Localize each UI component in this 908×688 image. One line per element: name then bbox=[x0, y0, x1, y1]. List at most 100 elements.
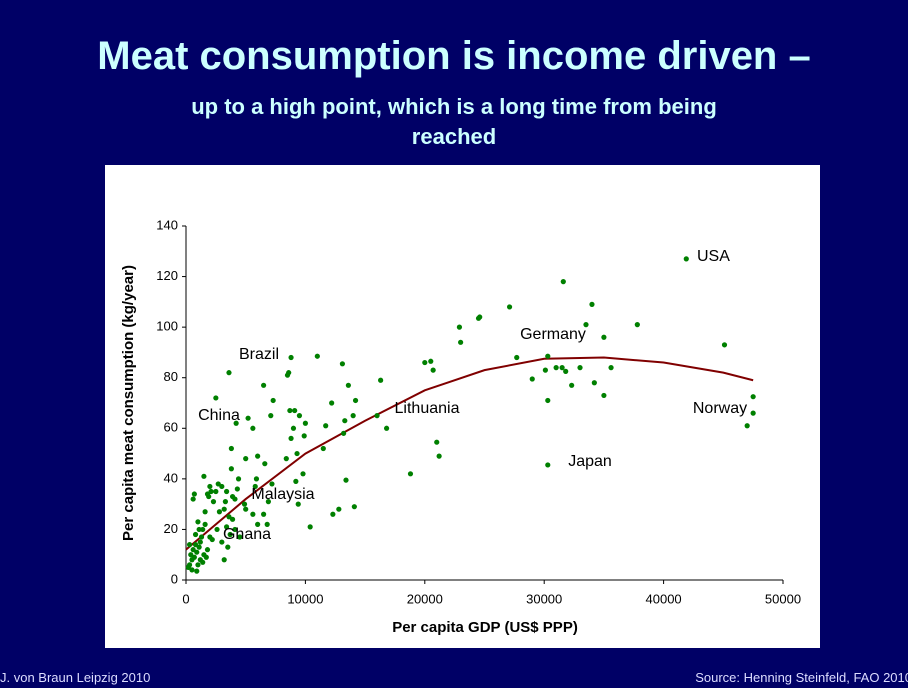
data-point bbox=[221, 506, 227, 512]
data-point bbox=[229, 493, 236, 500]
data-point bbox=[243, 506, 249, 512]
data-point bbox=[214, 526, 220, 533]
data-point bbox=[560, 279, 566, 285]
data-point bbox=[292, 407, 298, 414]
data-point bbox=[351, 504, 357, 510]
data-point bbox=[197, 539, 203, 545]
point-annotation: Ghana bbox=[223, 526, 271, 543]
data-point bbox=[222, 499, 229, 505]
data-point bbox=[336, 506, 342, 512]
data-point bbox=[264, 521, 270, 527]
data-point bbox=[293, 478, 299, 484]
data-point bbox=[215, 481, 221, 487]
x-axis-label: Per capita GDP (US$ PPP) bbox=[392, 619, 578, 636]
data-point bbox=[545, 462, 551, 468]
data-point bbox=[228, 445, 234, 452]
point-annotation: Malaysia bbox=[251, 486, 314, 503]
data-point bbox=[227, 531, 233, 538]
data-point bbox=[228, 466, 234, 472]
data-point bbox=[288, 354, 294, 361]
data-point bbox=[219, 539, 225, 545]
data-point bbox=[192, 531, 199, 538]
data-point bbox=[545, 353, 551, 359]
data-point bbox=[203, 554, 209, 560]
data-point bbox=[189, 557, 195, 563]
data-point bbox=[601, 334, 607, 340]
data-point bbox=[300, 471, 306, 477]
data-point bbox=[343, 477, 349, 483]
data-point bbox=[329, 400, 335, 406]
data-point bbox=[261, 382, 267, 388]
data-point bbox=[301, 433, 307, 439]
data-point bbox=[529, 376, 535, 382]
data-point bbox=[422, 359, 428, 366]
data-point bbox=[234, 486, 240, 492]
footer-right: Source: Henning Steinfeld, FAO 2010 bbox=[695, 670, 908, 685]
data-point bbox=[342, 418, 348, 424]
x-tick-label: 20000 bbox=[407, 591, 443, 606]
data-point bbox=[290, 425, 297, 431]
y-tick-label: 80 bbox=[164, 369, 178, 384]
data-point bbox=[591, 380, 597, 386]
data-point bbox=[559, 365, 565, 371]
data-point bbox=[436, 453, 442, 459]
data-point bbox=[195, 562, 201, 568]
data-point bbox=[243, 456, 249, 462]
data-point bbox=[204, 491, 211, 497]
data-point bbox=[235, 476, 242, 482]
data-point bbox=[237, 534, 243, 540]
data-point bbox=[294, 450, 300, 457]
point-annotation: Lithuania bbox=[395, 400, 460, 417]
data-point bbox=[189, 567, 195, 573]
data-point bbox=[213, 488, 219, 495]
data-point bbox=[261, 511, 267, 517]
y-tick-label: 100 bbox=[156, 319, 178, 334]
point-annotation: USA bbox=[697, 248, 730, 265]
data-point bbox=[200, 526, 206, 533]
data-point bbox=[456, 324, 463, 330]
slide-title: Meat consumption is income driven – bbox=[97, 34, 811, 78]
data-point bbox=[250, 425, 256, 431]
data-point bbox=[216, 509, 223, 515]
data-point bbox=[608, 365, 614, 371]
data-point bbox=[201, 473, 207, 479]
data-point bbox=[374, 413, 380, 419]
data-point bbox=[296, 413, 303, 419]
data-point bbox=[229, 516, 236, 522]
data-point bbox=[262, 461, 268, 467]
data-point bbox=[250, 511, 256, 517]
data-point bbox=[601, 392, 607, 399]
data-point bbox=[750, 410, 756, 416]
data-point bbox=[255, 521, 261, 527]
data-point bbox=[283, 456, 289, 462]
data-point bbox=[506, 304, 513, 310]
x-tick-label: 40000 bbox=[646, 591, 682, 606]
data-point bbox=[320, 445, 326, 452]
data-point bbox=[207, 483, 213, 490]
data-point bbox=[295, 501, 301, 507]
data-point bbox=[195, 519, 201, 525]
data-point bbox=[330, 511, 336, 517]
data-point bbox=[750, 394, 756, 400]
data-point bbox=[233, 420, 239, 426]
data-point bbox=[202, 509, 208, 515]
point-annotation: Brazil bbox=[239, 346, 279, 363]
data-point bbox=[352, 397, 359, 404]
data-point bbox=[744, 423, 750, 429]
data-point bbox=[458, 339, 464, 345]
data-point bbox=[221, 557, 227, 563]
footer-left: J. von Braun Leipzig 2010 bbox=[0, 670, 151, 685]
data-point bbox=[475, 315, 482, 321]
x-tick-label: 0 bbox=[182, 591, 189, 606]
data-point bbox=[252, 483, 258, 490]
data-point bbox=[314, 353, 320, 359]
x-tick-label: 50000 bbox=[765, 591, 801, 606]
data-point bbox=[589, 301, 595, 307]
chart-background bbox=[105, 165, 820, 648]
data-point bbox=[241, 501, 248, 507]
y-tick-label: 0 bbox=[171, 571, 178, 586]
data-point bbox=[186, 542, 193, 548]
trend-line bbox=[185, 356, 754, 551]
point-annotation: Japan bbox=[568, 453, 612, 470]
